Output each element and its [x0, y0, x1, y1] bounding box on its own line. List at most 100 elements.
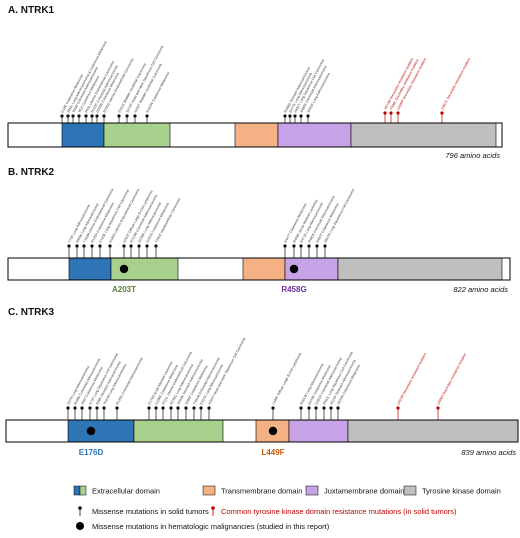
missense-mutation-label: L449F Diffuse Large B-Cell Lymphoma: [271, 352, 302, 406]
missense-pin-head: [307, 406, 311, 410]
missense-pin-head: [122, 244, 126, 248]
missense-pin-head: [176, 406, 180, 410]
missense-pin-head: [207, 406, 211, 410]
extracellular-domain-light: [133, 419, 224, 443]
legend-label-missense-solid: Missense mutations in solid tumors: [92, 507, 209, 516]
missense-pin-head: [71, 114, 75, 118]
legend-extracellular: Extracellular domain: [73, 485, 160, 496]
protein-outline: [7, 122, 503, 148]
heme-mutation-dot-r458g: [289, 264, 299, 274]
heme-mutation-dot-l449f: [268, 426, 278, 436]
juxtamembrane-domain: [288, 419, 349, 443]
heme-mutation-dot-e176d: [86, 426, 96, 436]
missense-pin-head: [299, 114, 303, 118]
legend-missense-solid: Missense mutations in solid tumors: [78, 506, 209, 516]
panel-title-ntrk1: A. NTRK1: [8, 5, 55, 16]
missense-pin-head: [84, 114, 88, 118]
missense-pin-head: [283, 244, 287, 248]
heme-mutation-dot-a203t: [119, 264, 129, 274]
missense-pin-head: [199, 406, 203, 410]
missense-pin-head: [98, 244, 102, 248]
transmembrane-domain: [242, 257, 286, 281]
missense-pin-head: [329, 406, 333, 410]
missense-pin-head: [299, 406, 303, 410]
legend-resistance: Common tyrosine kinase domain resistance…: [211, 506, 457, 516]
resistance-pin-head: [440, 111, 444, 115]
legend-swatch-kinase: [403, 485, 417, 496]
missense-pin-head: [323, 244, 327, 248]
legend-label-transmembrane: Transmembrane domain: [221, 487, 302, 496]
legend-label-juxtamembrane: Juxtamembrane domain: [324, 487, 404, 496]
protein-bar-ntrk3: [5, 419, 519, 443]
missense-pin-head: [75, 244, 79, 248]
legend-transmembrane: Transmembrane domain: [202, 485, 302, 496]
heme-label-l449f: L449F: [261, 448, 284, 457]
resistance-mutation-label: F589L Secondary resistance mutation: [389, 58, 419, 110]
legend-kinase: Tyrosine kinase domain: [403, 485, 501, 496]
missense-pin-head: [117, 114, 121, 118]
missense-pin-head: [307, 244, 311, 248]
extracellular-domain-dark: [68, 257, 112, 281]
missense-pin-head: [145, 244, 149, 248]
legend-resistance-pin-head: [211, 506, 215, 510]
missense-pin-head: [161, 406, 165, 410]
amino-acid-length-ntrk2: 822 amino acids: [453, 285, 508, 294]
protein-bar-ntrk1: [7, 122, 503, 148]
missense-pin-head: [108, 244, 112, 248]
missense-pin-head: [154, 244, 158, 248]
missense-pin-head: [88, 406, 92, 410]
missense-pin-head: [283, 114, 287, 118]
missense-pin-head: [288, 114, 292, 118]
legend-label-extracellular: Extracellular domain: [92, 487, 160, 496]
extracellular-domain-dark: [67, 419, 135, 443]
legend-label-missense-heme: Missense mutations in hematologic malign…: [92, 522, 330, 531]
missense-pin-head: [154, 406, 158, 410]
missense-pin-head: [125, 114, 129, 118]
missense-pin-head: [314, 406, 318, 410]
tyrosine-kinase-domain: [350, 122, 497, 148]
resistance-mutation-label: G623R Secondary resistance mutation: [396, 352, 427, 405]
missense-pin-head: [66, 406, 70, 410]
protein-outline: [5, 419, 519, 443]
panel-title-ntrk2: B. NTRK2: [8, 167, 55, 178]
amino-acid-length-ntrk3: 839 amino acids: [461, 448, 516, 457]
missense-pin-head: [184, 406, 188, 410]
legend-label-kinase: Tyrosine kinase domain: [422, 487, 501, 496]
missense-pin-head: [145, 114, 149, 118]
missense-pin-head: [147, 406, 151, 410]
heme-label-e176d: E176D: [79, 448, 104, 457]
legend-swatch-transmembrane: [202, 485, 216, 496]
resistance-mutation-label: G696A Secondary resistance mutation: [436, 352, 467, 405]
missense-pin-head: [90, 114, 94, 118]
missense-pin-head: [292, 244, 296, 248]
resistance-pin-head: [396, 111, 400, 115]
missense-pin-head: [115, 406, 119, 410]
legend-missense-heme: Missense mutations in hematologic malign…: [76, 522, 330, 531]
missense-pin-head: [82, 244, 86, 248]
resistance-pin-head: [436, 406, 440, 410]
missense-pin-head: [293, 114, 297, 118]
extracellular-domain-dark: [61, 122, 105, 148]
resistance-pin-head: [396, 406, 400, 410]
missense-pin-head: [73, 406, 77, 410]
missense-pin-head: [299, 244, 303, 248]
missense-pin-head: [60, 114, 64, 118]
transmembrane-domain: [234, 122, 279, 148]
panel-title-ntrk3: C. NTRK3: [8, 307, 55, 318]
legend-pin-head: [78, 506, 82, 510]
missense-pin-head: [315, 244, 319, 248]
missense-pin-head: [95, 114, 99, 118]
extracellular-domain-light: [103, 122, 171, 148]
missense-pin-head: [306, 114, 310, 118]
missense-pin-head: [322, 406, 326, 410]
missense-pin-head: [271, 406, 275, 410]
missense-pin-head: [102, 114, 106, 118]
missense-pin-head: [137, 244, 141, 248]
resistance-pin-head: [389, 111, 393, 115]
tyrosine-kinase-domain: [337, 257, 503, 281]
heme-label-r458g: R458G: [281, 285, 306, 294]
heme-label-a203t: A203T: [112, 285, 136, 294]
resistance-mutation-label: G667C Secondary resistance mutation: [440, 57, 471, 110]
